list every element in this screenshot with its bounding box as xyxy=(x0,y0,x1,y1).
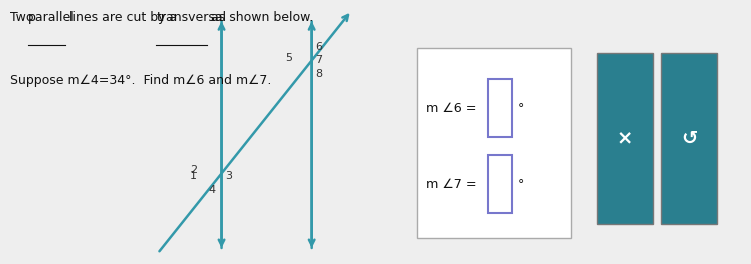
Text: Suppose m∠4=34°.  Find m∠6 and m∠7.: Suppose m∠4=34°. Find m∠6 and m∠7. xyxy=(10,74,271,87)
Text: Two: Two xyxy=(10,11,38,23)
Text: m ∠6 =: m ∠6 = xyxy=(426,102,481,115)
Text: °: ° xyxy=(518,102,524,115)
Text: 1: 1 xyxy=(190,171,197,181)
Bar xyxy=(417,48,571,238)
Bar xyxy=(597,53,653,224)
Text: 7: 7 xyxy=(315,55,322,65)
Bar xyxy=(488,155,512,213)
Text: lines are cut by a: lines are cut by a xyxy=(65,11,181,23)
Text: 4: 4 xyxy=(208,185,216,195)
Text: ×: × xyxy=(617,129,633,148)
Text: 2: 2 xyxy=(190,165,197,175)
Text: °: ° xyxy=(518,178,524,191)
Bar xyxy=(488,79,512,137)
Text: m ∠7 =: m ∠7 = xyxy=(426,178,481,191)
Text: ↺: ↺ xyxy=(681,129,697,148)
Text: as shown below.: as shown below. xyxy=(207,11,313,23)
Text: 5: 5 xyxy=(285,53,292,63)
Text: transversal: transversal xyxy=(156,11,227,23)
Bar xyxy=(661,53,717,224)
Text: 6: 6 xyxy=(315,42,322,52)
Text: 3: 3 xyxy=(225,171,232,181)
Text: parallel: parallel xyxy=(28,11,75,23)
Text: 8: 8 xyxy=(315,69,322,79)
